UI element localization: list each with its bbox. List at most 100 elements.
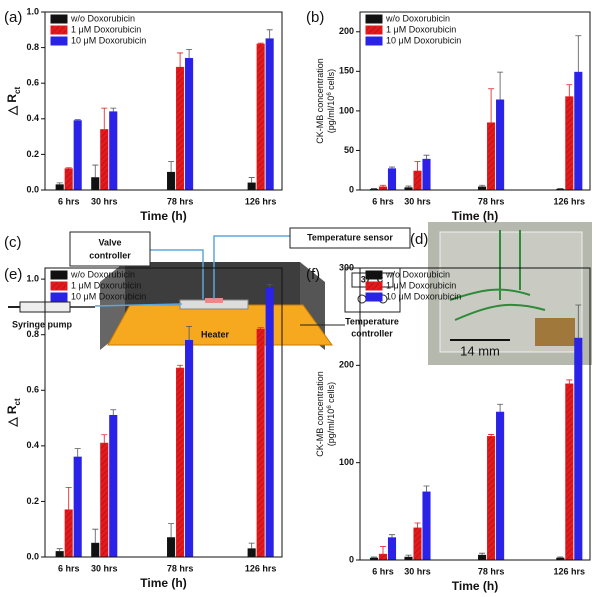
legend-label: 1 μM Doxorubicin [71, 24, 141, 34]
error-bar [186, 325, 193, 341]
y-axis-label-part: cells) [326, 69, 336, 93]
legend-label: 10 μM Doxorubicin [386, 35, 461, 45]
error-bar [257, 42, 264, 45]
error-bar [56, 182, 63, 185]
bar [487, 436, 496, 561]
error-bar [380, 184, 386, 187]
bar [574, 71, 583, 191]
error-bar [101, 434, 108, 444]
plot-frame [359, 11, 591, 191]
error-bar [65, 167, 72, 169]
legend-label: w/o Doxorubicin [70, 269, 135, 279]
error-bar [557, 556, 564, 559]
y-axis-label-part: ct [13, 86, 22, 93]
error-bar [488, 434, 495, 437]
error-bar [371, 188, 377, 190]
error-bar [389, 166, 395, 169]
bar [185, 339, 194, 558]
label: Valve [98, 237, 121, 247]
bar [565, 383, 574, 561]
y-tick-label: 0.8 [26, 42, 39, 52]
y-tick-label: 0.4 [26, 113, 39, 123]
bar [256, 43, 265, 191]
y-axis-label-part: 6 [327, 92, 333, 96]
legend-swatch [50, 14, 68, 24]
bar [265, 38, 274, 191]
legend-swatch [50, 292, 68, 302]
x-tick-label: 126 hrs [554, 196, 586, 206]
bar [167, 537, 176, 558]
legend-label: w/o Doxorubicin [385, 269, 450, 279]
bar [256, 328, 265, 558]
scale-label: 14 mm [460, 343, 500, 358]
y-tick-label: 0.0 [26, 184, 39, 194]
y-tick-label: 0.8 [26, 329, 39, 339]
error-bar [575, 304, 582, 339]
x-tick-label: 126 hrs [554, 566, 586, 576]
bar [387, 537, 397, 561]
error-bar [266, 29, 273, 39]
bar [478, 554, 487, 561]
y-axis-label-part: (pg/ml/10 [326, 96, 336, 134]
legend-label: 10 μM Doxorubicin [386, 291, 461, 301]
x-tick-label: 30 hrs [404, 566, 431, 576]
y-tick-label: 0.2 [26, 149, 39, 159]
bar [413, 170, 422, 191]
error-bar [423, 485, 430, 492]
error-bar [497, 403, 504, 413]
y-tick-label: 0.0 [26, 551, 39, 561]
y-axis-label: △ Rct [5, 398, 21, 428]
bar [378, 553, 388, 561]
error-bar [168, 161, 175, 173]
y-tick-label: 200 [339, 26, 354, 36]
bar [185, 57, 194, 191]
x-tick-label: 126 hrs [245, 563, 277, 573]
y-tick-label: 200 [339, 360, 354, 370]
bar [73, 120, 82, 191]
legend-swatch [365, 36, 383, 46]
bar [100, 129, 109, 191]
y-tick-label: 100 [339, 457, 354, 467]
error-bar [110, 107, 117, 112]
legend-label: 10 μM Doxorubicin [71, 35, 146, 45]
label: controller [351, 328, 393, 338]
bar [247, 548, 256, 558]
y-axis-label-part: CK-MB concentration [315, 371, 325, 457]
bar [64, 168, 73, 191]
error-bar [414, 522, 421, 528]
error-bar [92, 164, 99, 178]
y-tick-label: 150 [339, 66, 354, 76]
x-tick-label: 78 hrs [478, 196, 505, 206]
y-tick-label: 50 [344, 145, 354, 155]
bar [176, 66, 185, 191]
error-bar [74, 448, 81, 457]
box [69, 231, 151, 267]
y-axis-label-part: cells) [326, 382, 336, 406]
x-tick-label: 78 hrs [167, 196, 194, 206]
bar [422, 491, 431, 561]
y-tick-label: 100 [339, 105, 354, 115]
box [289, 227, 411, 249]
error-bar [566, 84, 573, 97]
error-bar [479, 184, 486, 187]
legend-label: w/o Doxorubicin [70, 13, 135, 23]
bar [496, 99, 505, 191]
device-photo: (d) 14 mm [410, 222, 592, 365]
y-axis-label: CK-MB concentration [315, 371, 325, 457]
legend-swatch [50, 25, 68, 35]
panel-label: (b) [306, 9, 324, 26]
x-tick-label: 126 hrs [245, 196, 277, 206]
valve-line [150, 249, 204, 299]
label: Temperature [345, 316, 399, 326]
label: controller [89, 250, 131, 260]
panel-label: (c) [4, 234, 22, 251]
x-axis-label: Time (h) [452, 209, 498, 223]
y-axis-label-part: CK-MB concentration [315, 58, 325, 144]
y-axis-label-part: (pg/ml/10 [326, 409, 336, 447]
x-tick-label: 78 hrs [167, 563, 194, 573]
bar [413, 527, 422, 561]
bar [487, 122, 496, 191]
y-tick-label: 0.6 [26, 78, 39, 88]
bar [422, 158, 431, 191]
